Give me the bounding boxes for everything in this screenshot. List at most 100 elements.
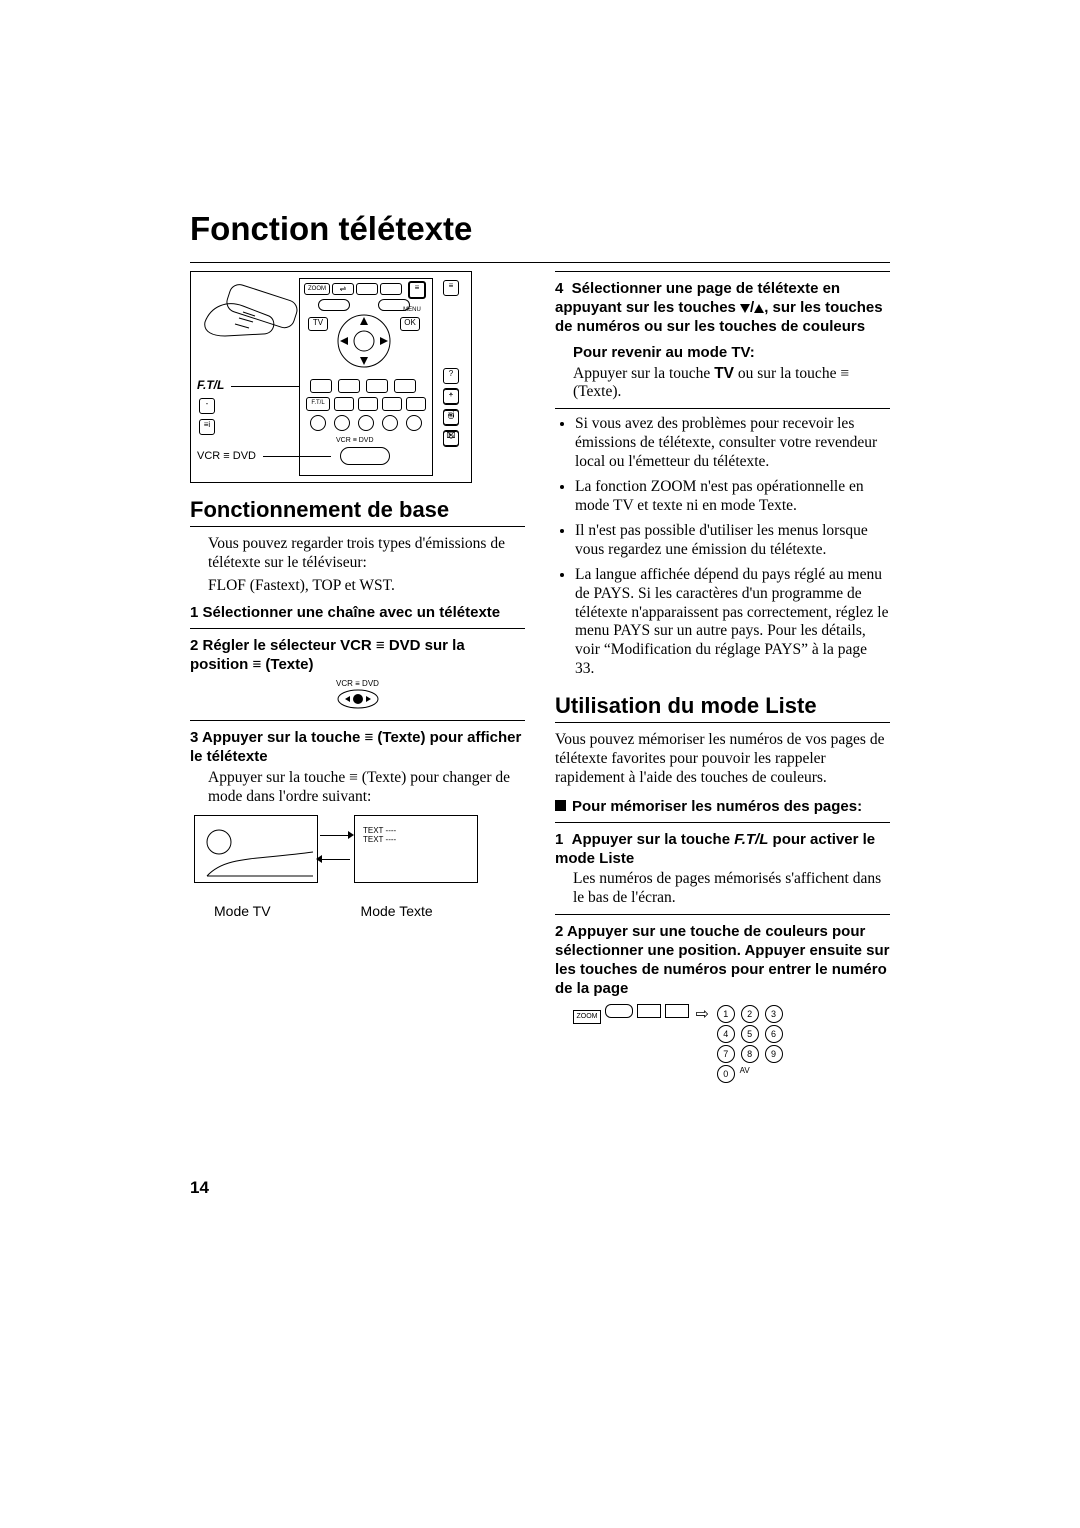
tv-scene-icon <box>195 816 317 882</box>
zoom-icon: ZOOM <box>304 283 330 295</box>
step2: 2 Régler le sélecteur VCR ≡ DVD sur la p… <box>190 637 525 675</box>
round-icon-2 <box>334 415 350 431</box>
arrowhead-right-icon <box>348 831 354 839</box>
vcrdvd-pointer <box>263 456 331 457</box>
right-h2-rule <box>555 722 890 723</box>
round-icon-3 <box>358 415 374 431</box>
title-rule <box>190 262 890 263</box>
ftl-chip: F.T/L <box>306 397 330 411</box>
side-icon-5: ≡i <box>199 419 215 435</box>
step3-title: 3 Appuyer sur la touche ≡ (Texte) pour a… <box>190 729 525 767</box>
key-3: 3 <box>765 1005 783 1023</box>
key-8: 8 <box>741 1045 759 1063</box>
mode-cycle-figure: TEXT ---- TEXT ---- <box>190 811 480 901</box>
mem-rule-1 <box>555 914 890 915</box>
step3-body: Appuyer sur la touche ≡ (Texte) pour cha… <box>190 769 525 807</box>
menu-label: MENU <box>400 305 424 313</box>
note-4: La langue affichée dépend du pays réglé … <box>575 566 890 679</box>
side-icon-5b: ≡i <box>443 409 459 425</box>
vcrdvd-tiny-label: VCR ≡ DVD <box>336 437 374 446</box>
chip-b3 <box>382 397 402 411</box>
return-tv: TV <box>714 365 734 382</box>
blank-icon-1 <box>356 283 378 295</box>
left-h2-rule <box>190 526 525 527</box>
return-body: Appuyer sur la touche TV ou sur la touch… <box>555 365 890 403</box>
mem-rule-0 <box>555 822 890 823</box>
mode-tv-caption: Mode TV <box>214 903 271 920</box>
color-btn-2 <box>338 379 360 393</box>
note-1: Si vous avez des problèmes pour recevoir… <box>575 415 890 472</box>
vcrdvd-label: VCR ≡ DVD <box>197 450 256 463</box>
left-h2: Fonctionnement de base <box>190 497 525 524</box>
hand-icon <box>199 276 309 356</box>
textbox-line2: TEXT ---- <box>363 835 396 844</box>
step2-rule <box>190 720 525 721</box>
mode-arrow-left <box>320 859 350 860</box>
m1-body: Les numéros de pages mémorisés s'affiche… <box>555 870 890 908</box>
switch-figure: VCR ≡ DVD <box>190 679 525 715</box>
r-notes-rule <box>555 408 890 409</box>
side-icon-0: ≡ <box>443 280 459 296</box>
triangle-down-icon <box>740 304 750 313</box>
mode-box-text: TEXT ---- TEXT ---- <box>354 815 478 883</box>
return-label: Pour revenir au mode TV: <box>555 344 890 362</box>
note-list: Si vous avez des problèmes pour recevoir… <box>555 415 890 679</box>
blank-icon-2 <box>380 283 402 295</box>
key-2: 2 <box>741 1005 759 1023</box>
key-4: 4 <box>717 1025 735 1043</box>
dpad-icon <box>334 311 394 371</box>
swap-icon: ⇌ <box>332 283 354 295</box>
mode-captions: Mode TV Mode Texte <box>190 903 525 920</box>
key-0: 0 <box>717 1065 735 1083</box>
color-btn-3 <box>366 379 388 393</box>
manual-page: Fonction télétexte ZOO <box>0 0 1080 1528</box>
step4: 4 Sélectionner une page de télétexte en … <box>555 280 890 336</box>
note-2: La fonction ZOOM n'est pas opérationnell… <box>575 478 890 516</box>
two-columns: ZOOM ⇌ ≡ TV OK MENU <box>190 271 890 1084</box>
m1-title: 1 Appuyer sur la touche F.T/L pour activ… <box>555 831 890 869</box>
page-number: 14 <box>190 1178 209 1198</box>
intro-a: Vous pouvez regarder trois types d'émiss… <box>190 535 525 573</box>
step1: 1 Sélectionner une chaîne avec un téléte… <box>190 604 525 623</box>
side-icon-col-left: - ≡i <box>199 398 215 435</box>
round-icon-4 <box>382 415 398 431</box>
triangle-up-icon <box>754 304 764 313</box>
key-6: 6 <box>765 1025 783 1043</box>
note-3: Il n'est pas possible d'utiliser les men… <box>575 522 890 560</box>
side-icon-1: ? <box>443 368 459 384</box>
keypad-arrow-icon: ⇨ <box>696 1005 709 1025</box>
side-icon-3b: - <box>443 388 459 404</box>
side-icon-col: ≡ <box>443 280 459 342</box>
tv-button: TV <box>308 317 328 331</box>
color-btn-4 <box>394 379 416 393</box>
m2-title: 2 Appuyer sur une touche de couleurs pou… <box>555 923 890 998</box>
color-btn-1 <box>310 379 332 393</box>
keypad-rect-2 <box>665 1004 689 1018</box>
round-icon-5 <box>406 415 422 431</box>
chip-b1 <box>334 397 354 411</box>
side-icon-col3: - ≡i ⌧ <box>443 388 459 446</box>
side-icon-3: - <box>199 398 215 414</box>
right-column: 4 Sélectionner une page de télétexte en … <box>555 271 890 1084</box>
right-h2: Utilisation du mode Liste <box>555 693 890 720</box>
r-top-rule <box>555 271 890 272</box>
switch-icon <box>336 689 380 709</box>
textbox-line1: TEXT ---- <box>363 826 396 835</box>
keypad-rect-1 <box>637 1004 661 1018</box>
text-main-icon: ≡ <box>408 281 426 299</box>
vcrdvd-switch <box>340 447 390 465</box>
keypad-swap <box>605 1004 633 1018</box>
mem-heading: Pour mémoriser les numéros des pages: <box>555 798 890 816</box>
intro-b: FLOF (Fastext), TOP et WST. <box>190 577 525 596</box>
arrowhead-left-icon <box>316 855 322 863</box>
side-icon-7: ⌧ <box>443 430 459 446</box>
pill-icon-1 <box>318 299 350 311</box>
key-9: 9 <box>765 1045 783 1063</box>
mode-arrow-right <box>320 835 350 836</box>
ok-button: OK <box>400 317 420 331</box>
left-column: ZOOM ⇌ ≡ TV OK MENU <box>190 271 525 1084</box>
key-1: 1 <box>717 1005 735 1023</box>
mode-text-caption: Mode Texte <box>361 903 433 920</box>
ftl-pointer <box>231 386 299 387</box>
ftl-label: F.T/L <box>197 378 224 393</box>
